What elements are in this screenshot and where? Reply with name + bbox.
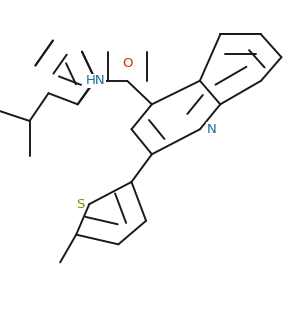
- Text: HN: HN: [85, 74, 105, 87]
- Text: O: O: [122, 57, 132, 70]
- Text: N: N: [206, 123, 216, 136]
- Text: S: S: [76, 198, 84, 211]
